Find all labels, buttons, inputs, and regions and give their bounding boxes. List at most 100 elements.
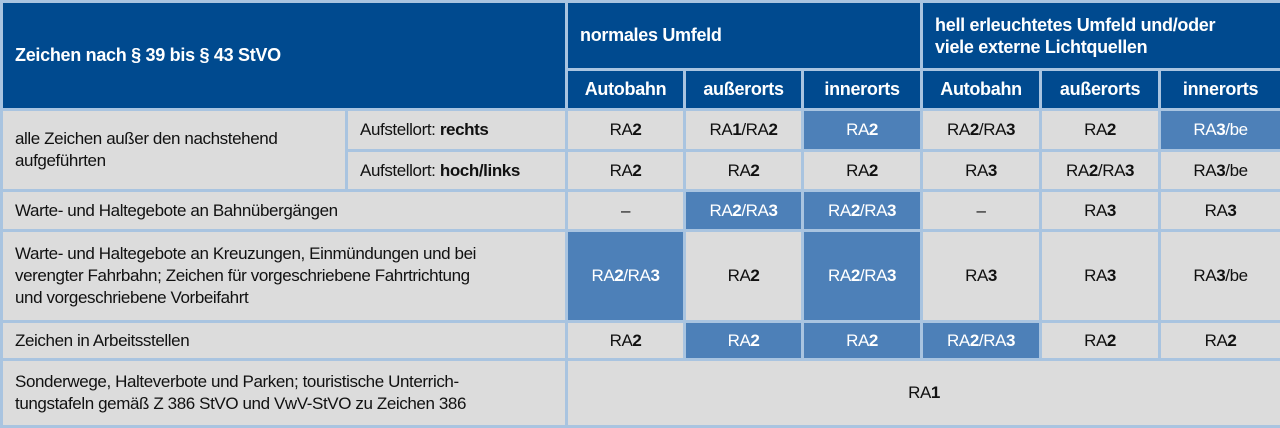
value-cell: RA2 (683, 229, 805, 323)
value-cell: RA2 (1158, 320, 1280, 361)
text-part: RA (846, 330, 869, 350)
value-cell: RA2/RA3 (920, 108, 1043, 152)
text-part: /be (1225, 120, 1248, 139)
text-part: RA (1204, 200, 1228, 220)
value-cell: RA2 (565, 108, 687, 152)
text-part: 3 (768, 200, 778, 220)
column-header-1: außerorts (683, 68, 805, 111)
text-part: 2 (750, 266, 760, 285)
text-part: RA (591, 266, 615, 285)
text-part: 3 (1006, 330, 1016, 350)
value-cell: RA3/be (1158, 229, 1280, 323)
text-part: 1 (732, 120, 742, 139)
text-part: Aufstellort: (360, 160, 440, 180)
table-row: Warte- und Haltegebote an Bahnübergängen… (0, 189, 1280, 232)
text-part: /be (1225, 266, 1248, 285)
text-part: RA (846, 160, 869, 180)
table-row: Zeichen in Arbeitsstellen RA2 RA2 RA2 RA2/RA… (0, 320, 1280, 361)
row-sublabel: Aufstellort: rechts (344, 108, 569, 152)
text-part: RA (609, 160, 633, 180)
text-part: 2 (1227, 330, 1237, 350)
text-part: hoch/links (439, 160, 520, 180)
row-label: Warte- und Haltegebote an Kreuzungen, Ei… (0, 229, 569, 323)
text-part: 2 (850, 266, 860, 285)
text-part: RA (846, 120, 869, 139)
value-cell: RA2 (565, 320, 687, 361)
text-part: RA (709, 200, 733, 220)
text-part: 2 (750, 160, 760, 180)
group-header-bright: hell erleuchtetes Umfeld und/oder viele … (920, 0, 1280, 71)
value-cell: RA2/RA3 (920, 320, 1043, 361)
value-cell: RA2/RA3 (683, 189, 805, 232)
value-cell: RA2/RA3 (801, 189, 924, 232)
value-cell: RA2 (801, 108, 924, 152)
text-part: RA (727, 330, 751, 350)
column-header-0: Autobahn (565, 68, 687, 111)
text-part: 3 (1106, 266, 1116, 285)
column-header-5: innerorts (1158, 68, 1280, 111)
table-row: Sonderwege, Halteverbote und Parken; tou… (0, 358, 1280, 428)
text-part: 2 (1106, 330, 1116, 350)
value-cell-merged: RA1 (565, 358, 1280, 428)
table-row: Warte- und Haltegebote an Kreuzungen, Ei… (0, 229, 1280, 323)
text-part: 3 (1006, 120, 1016, 139)
text-part: RA (947, 120, 970, 139)
text-part: /RA (741, 120, 769, 139)
text-part: RA (827, 266, 851, 285)
text-part: 2 (1088, 160, 1098, 180)
column-header-3: Autobahn (920, 68, 1043, 111)
value-cell: RA2/RA3 (801, 229, 924, 323)
row-label: Sonderwege, Halteverbote und Parken; tou… (0, 358, 569, 428)
text-part: 1 (930, 383, 940, 402)
text-part: rechts (439, 120, 489, 139)
value-cell: RA3 (920, 149, 1043, 192)
table-row: alle Zeichen außer den nachstehend aufge… (0, 108, 1280, 192)
text-part: RA (908, 383, 931, 402)
text-part: RA (1084, 120, 1107, 139)
text-part: 3 (1106, 200, 1116, 220)
text-part: /RA (741, 200, 769, 220)
text-part: RA (609, 330, 633, 350)
value-cell: RA2/RA3 (565, 229, 687, 323)
text-part: RA (727, 266, 751, 285)
text-part: RA (1084, 200, 1107, 220)
text-part: RA (609, 120, 633, 139)
value-cell: RA3/be (1158, 149, 1280, 192)
text-part: 2 (850, 200, 860, 220)
text-part: 2 (868, 120, 878, 139)
text-part: 2 (868, 160, 878, 180)
value-cell: RA3 (1158, 189, 1280, 232)
text-part: 2 (768, 120, 778, 139)
text-part: 3 (887, 266, 897, 285)
value-cell: RA1/RA2 (683, 108, 805, 152)
text-part: 3 (1216, 120, 1226, 139)
value-cell: – (565, 189, 687, 232)
value-cell: RA3/be (1158, 108, 1280, 152)
text-part: /be (1225, 160, 1248, 180)
text-part: RA (709, 120, 733, 139)
text-part: 2 (632, 160, 642, 180)
value-cell: RA2 (683, 149, 805, 192)
text-part: /RA (859, 200, 888, 220)
text-part: RA (1193, 160, 1217, 180)
value-cell: RA3 (1039, 189, 1162, 232)
text-part: RA (965, 266, 988, 285)
value-cell: RA3 (1039, 229, 1162, 323)
table-row: Aufstellort: hoch/links RA2 RA2 RA2 RA3 RA2/R… (2, 149, 1280, 192)
text-part: RA (1084, 330, 1107, 350)
text-part: 3 (987, 160, 997, 180)
text-part: /RA (978, 120, 1007, 139)
text-part: RA (1084, 266, 1107, 285)
text-part: RA (1193, 266, 1217, 285)
row-label: Zeichen in Arbeitsstellen (0, 320, 569, 361)
text-part: – (620, 200, 631, 220)
value-cell: RA3 (920, 229, 1043, 323)
column-header-4: außerorts (1039, 68, 1162, 111)
text-part: RA (1204, 330, 1228, 350)
text-part: /RA (623, 266, 651, 285)
text-part: 2 (868, 330, 878, 350)
text-part: RA (1066, 160, 1089, 180)
value-cell: RA2 (1039, 108, 1162, 152)
value-cell: RA2/RA3 (1039, 149, 1162, 192)
